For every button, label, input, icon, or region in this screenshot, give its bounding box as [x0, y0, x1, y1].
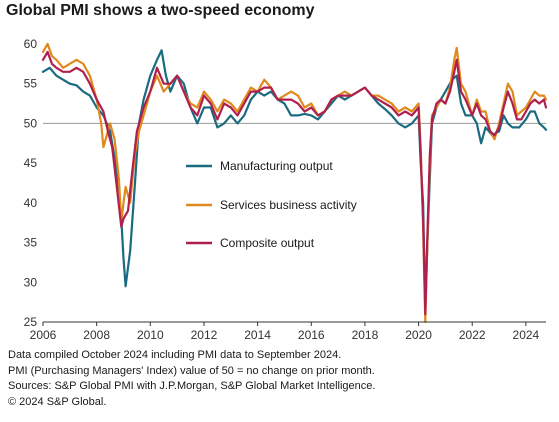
- y-tick-label: 30: [24, 275, 38, 289]
- y-tick-label: 55: [24, 77, 38, 91]
- x-tick-label: 2018: [352, 328, 379, 342]
- y-tick-label: 25: [24, 315, 38, 329]
- series-layer: [41, 42, 548, 324]
- series-line-manufacturing-output: [41, 49, 548, 312]
- footnote-data-compiled: Data compiled October 2024 including PMI…: [8, 349, 342, 361]
- footnote-sources: Sources: S&P Global PMI with J.P.Morgan,…: [8, 380, 376, 392]
- legend-label: Composite output: [220, 236, 315, 250]
- legend-label: Services business activity: [220, 198, 357, 212]
- line-chart: 25 30 35 40 45 50 55 60 2006 2008 2010 2012 2014 2016…: [24, 37, 548, 342]
- axis-layer: 25 30 35 40 45 50 55 60 2006 2008 2010 2012 2014 2016…: [24, 37, 546, 342]
- footnotes: Data compiled October 2024 including PMI…: [8, 348, 375, 410]
- chart-title: Global PMI shows a two-speed economy: [6, 2, 315, 19]
- y-tick-label: 50: [24, 116, 38, 130]
- y-tick-label: 60: [24, 37, 38, 51]
- x-tick-label: 2020: [405, 328, 432, 342]
- x-tick-label: 2014: [244, 328, 271, 342]
- y-tick-label: 45: [24, 156, 38, 170]
- footnote-pmi-definition: PMI (Purchasing Managers' Index) value o…: [8, 364, 375, 377]
- x-tick-label: 2006: [30, 328, 57, 342]
- x-tick-label: 2022: [459, 328, 486, 342]
- x-tick-label: 2024: [513, 328, 540, 342]
- x-tick-label: 2016: [298, 328, 325, 342]
- legend: Manufacturing output Services business ac…: [186, 159, 357, 250]
- y-tick-label: 35: [24, 236, 38, 250]
- x-tick-label: 2008: [83, 328, 110, 342]
- legend-label: Manufacturing output: [220, 159, 333, 173]
- series-line-services-business-activity: [41, 42, 548, 324]
- x-tick-label: 2010: [137, 328, 164, 342]
- series-line-composite-output: [41, 50, 548, 316]
- x-tick-label: 2012: [191, 328, 218, 342]
- y-tick-label: 40: [24, 196, 38, 210]
- footnote-copyright: © 2024 S&P Global.: [8, 395, 107, 408]
